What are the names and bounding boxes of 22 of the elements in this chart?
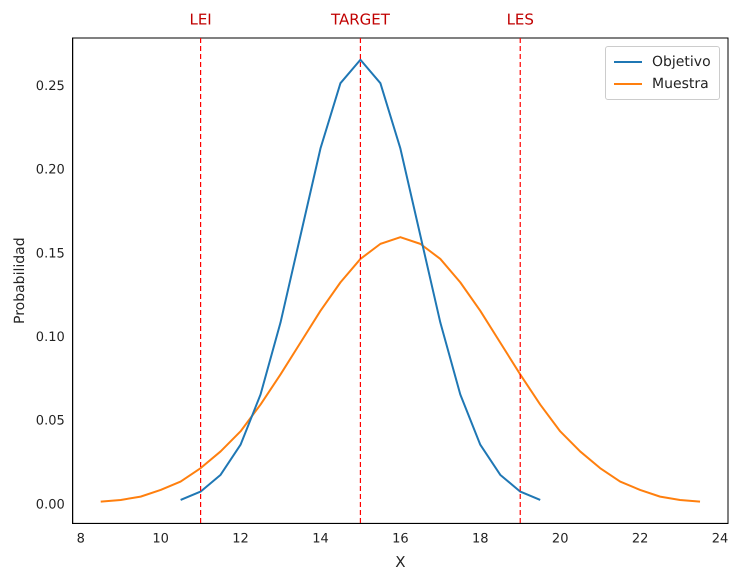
x-tick-label: 24 (712, 532, 728, 547)
x-tick-label: 10 (152, 532, 169, 547)
y-tick-label: 0.00 (36, 497, 65, 512)
y-axis-title: Probabilidad (12, 237, 28, 324)
y-tick-label: 0.15 (36, 246, 65, 262)
y-tick-label: 0.10 (36, 330, 65, 345)
ref-line-label: LES (506, 10, 534, 28)
ref-line-label: TARGET (330, 10, 391, 28)
y-tick-label: 0.05 (36, 414, 65, 429)
x-tick-label: 16 (392, 532, 409, 547)
legend-label: Objetivo (652, 53, 711, 72)
x-axis-title: X (395, 552, 406, 571)
x-tick-label: 8 (76, 532, 85, 547)
x-tick-label: 14 (312, 532, 329, 547)
legend-label: Muestra (652, 75, 709, 94)
x-tick-label: 18 (472, 532, 489, 547)
ref-line-label: LEI (189, 10, 212, 28)
x-tick-label: 22 (632, 532, 648, 547)
y-tick-label: 0.25 (36, 78, 65, 94)
x-tick-label: 20 (552, 532, 568, 547)
y-tick-label: 0.20 (36, 162, 65, 178)
x-tick-label: 12 (232, 532, 249, 547)
